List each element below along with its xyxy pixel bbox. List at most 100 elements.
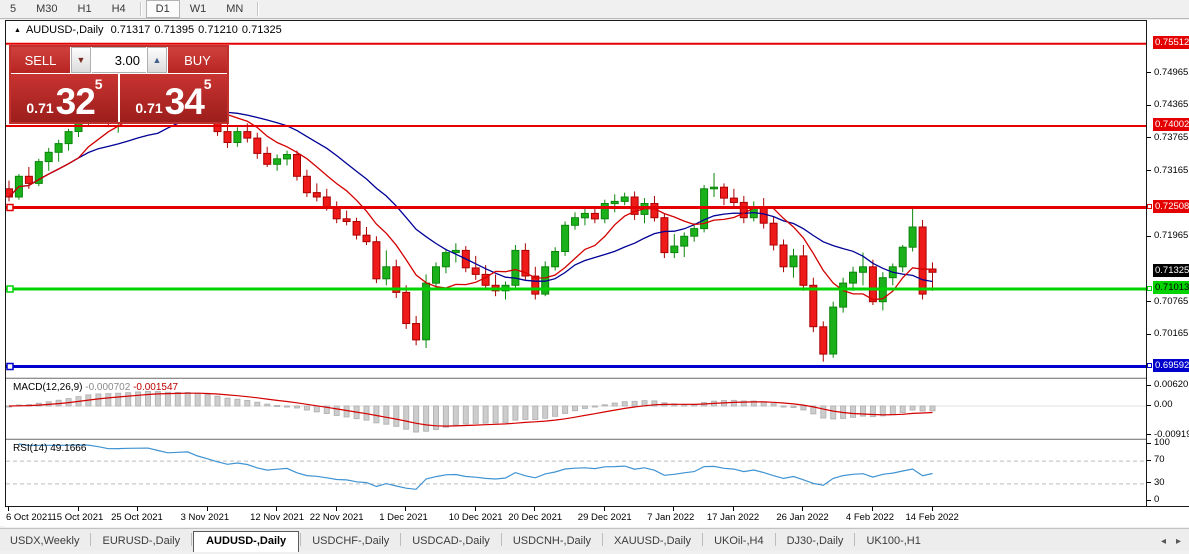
candle-body [680,235,689,247]
macd-histogram-bar [403,405,410,430]
macd-histogram-bar [95,393,102,407]
price-axis[interactable]: 0.74965 0.74365 0.73765 0.73165 0.71965 0.707… [1146,20,1189,506]
macd-histogram-bar [740,400,747,407]
collapse-chart-icon[interactable]: ▲ [14,27,21,34]
macd-panel[interactable] [6,379,1147,438]
candle-body [253,137,262,154]
rsi-panel[interactable] [6,440,1147,505]
tab-scroll-right-button[interactable]: ▸ [1175,536,1181,547]
price-tick-mark [1147,104,1151,106]
candle-body [44,151,53,163]
date-tick-mark [335,507,337,511]
timeframe-toolbar: 5 M30 H1 H4 D1 W1 MN [0,0,1189,19]
chart-tab-usdchfdaily[interactable]: USDCHF-,Daily [312,535,390,547]
candle-body [293,154,301,177]
chart-tab-usdxweekly[interactable]: USDX,Weekly [10,535,80,547]
sell-price-display[interactable]: 0.71 32 5 [11,74,118,122]
rsi-tick-label: 30 [1154,476,1165,488]
rsi-tick-label: 70 [1154,454,1165,466]
macd-histogram-bar [274,405,281,407]
candle-body [720,186,728,199]
timeframe-button-d1[interactable]: D1 [145,0,180,18]
macd-histogram-bar [294,405,300,409]
candle-body [769,222,778,246]
ohlc-open: 0.71317 [110,24,151,36]
macd-histogram-bar [750,400,757,407]
date-tick-mark [8,507,9,511]
macd-histogram-bar [472,405,479,424]
macd-histogram-bar [572,405,578,412]
timeframe-button-m30[interactable]: M30 [36,3,58,15]
candle-body [402,291,411,324]
macd-histogram-bar [105,393,112,407]
chart-tab-ukoilh4[interactable]: UKOil-,H4 [714,535,764,547]
chart-plot-area[interactable]: ▲ AUDUSD-,Daily 0.71317 0.71395 0.71210 0.71… [5,20,1148,507]
candle-body [312,192,321,198]
panel-splitter[interactable] [6,438,1147,440]
buy-price-prefix: 0.71 [135,100,163,116]
candle-body [302,175,311,194]
chart-tab-dj30daily[interactable]: DJ30-,Daily [786,535,844,547]
line-handle [6,285,14,293]
volume-increase-button[interactable]: ▲ [147,47,167,73]
candle-body [6,188,13,198]
candle-body [551,251,560,268]
macd-tick-label: -0.00919 [1154,428,1189,440]
volume-input[interactable]: 3.00 [92,47,146,73]
timeframe-button-h4[interactable]: H4 [111,3,126,15]
date-tick-label: 4 Feb 2022 [845,512,894,523]
chart-tab-uk100h1[interactable]: UK100-,H1 [866,535,921,547]
macd-signal-line [8,392,933,427]
macd-histogram-bar [800,405,807,411]
sell-button[interactable]: SELL [11,47,70,73]
chart-tab-eurusddaily[interactable]: EURUSD-,Daily [102,535,181,547]
candle-body [382,266,391,280]
candle-body [283,154,291,160]
macd-histogram-bar [264,403,271,407]
candle-body [859,266,867,273]
timeframe-button-mn[interactable]: MN [226,3,244,15]
macd-tick-mark [1147,404,1151,406]
buy-button[interactable]: BUY [168,47,227,73]
candle-body [620,196,629,202]
candle-body [392,266,401,293]
candle-body [690,228,699,237]
tab-scroll-left-button[interactable]: ◂ [1160,536,1166,547]
candle-body [660,217,669,254]
price-tick-label: 0.74965 [1154,66,1189,78]
macd-histogram-bar [850,405,856,418]
macd-histogram-bar [115,392,122,407]
timeframe-button-5[interactable]: 5 [10,3,17,15]
chart-tab-bar: USDX,Weekly EURUSD-,Daily AUDUSD-,Daily USD… [0,528,1189,552]
price-tick-mark [1147,235,1151,237]
tab-separator [191,533,193,546]
timeframe-button-w1[interactable]: W1 [189,3,207,15]
macd-histogram-bar [343,405,350,418]
candle-body [789,255,798,268]
macd-histogram-bar [452,405,459,426]
chart-tab-audusddaily[interactable]: AUDUSD-,Daily [193,531,300,552]
candle-body [710,186,718,190]
chart-tab-usdcnhdaily[interactable]: USDCNH-,Daily [512,535,592,547]
rsi-tick-mark [1147,499,1151,501]
candle-body [918,226,927,295]
chart-symbol-label: AUDUSD-,Daily [25,24,104,36]
chart-tab-xauusddaily[interactable]: XAUUSD-,Daily [614,535,692,547]
date-axis[interactable]: 6 Oct 2021 15 Oct 2021 25 Oct 2021 3 Nov 20… [5,506,1189,527]
candle-body [630,196,639,215]
macd-histogram-bar [562,405,569,414]
panel-splitter[interactable] [6,377,1147,379]
candle-body [362,234,371,243]
date-tick-label: 25 Oct 2021 [111,512,163,523]
macd-histogram-bar [244,400,251,407]
date-tick-label: 22 Nov 2021 [309,512,364,523]
timeframe-button-h1[interactable]: H1 [77,3,92,15]
volume-decrease-button[interactable]: ▼ [71,47,91,73]
price-tick-label: 0.73165 [1154,164,1189,176]
buy-price-display[interactable]: 0.71 34 5 [120,74,227,122]
main-price-chart[interactable] [6,21,1147,377]
last-price-label: 0.71325 [1153,264,1189,277]
macd-histogram-bar [621,401,628,407]
macd-histogram-bar [145,391,151,407]
chart-tab-usdcaddaily[interactable]: USDCAD-,Daily [412,535,490,547]
